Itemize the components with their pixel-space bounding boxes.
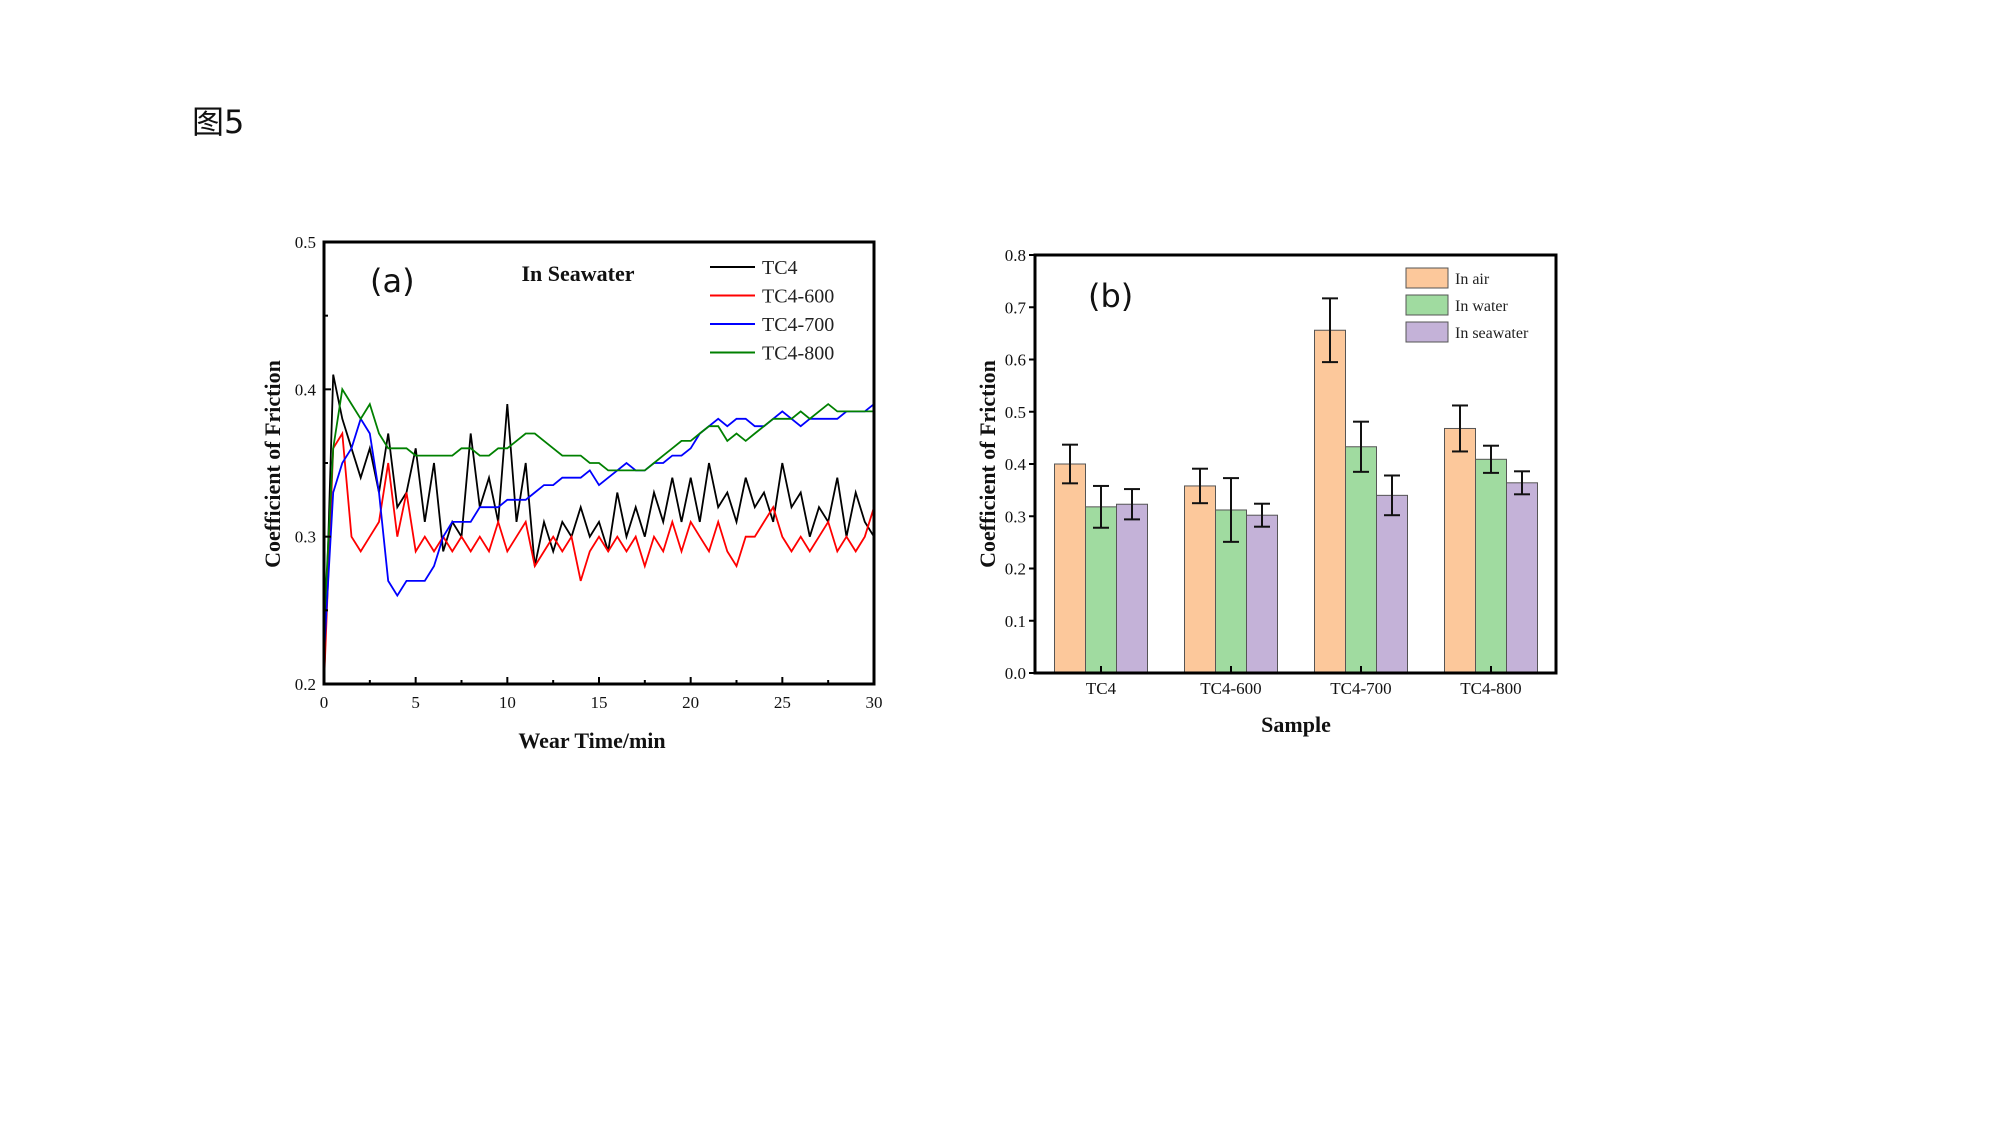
panel-a-legend: TC4 TC4-600 TC4-700 TC4-800 [710,257,834,365]
y-tick-label: 0.8 [1005,246,1026,265]
y-tick-label: 0.3 [1005,507,1026,526]
bar-tc4-700-in-water [1345,446,1377,674]
x-tick-label: TC4-700 [1330,679,1391,698]
bar-tc4-700-in-air [1314,329,1346,674]
panel-a-x-axis-title: Wear Time/min [518,728,665,753]
panel-a-series [323,374,875,685]
series-line-tc4-700 [323,403,875,655]
bar-tc4-in-water [1085,506,1117,674]
figure-label: 图5 [192,103,244,141]
panel-b-legend: In air In water In seawater [1405,267,1529,343]
panel-a-ticks: 0 5 10 15 20 25 30 0.2 0.3 0.4 0.5 [295,233,883,712]
panel-b-y-axis-title: Coefficient of Friction [975,360,1000,568]
legend-label: TC4-800 [762,343,834,365]
bar-tc4-800-in-water [1475,458,1507,674]
series-line-tc4-800 [323,386,874,626]
x-tick-label: 30 [866,693,883,712]
y-tick-label: 0.4 [295,380,317,399]
panel-b-label: (b) [1088,277,1133,315]
panel-a-annotation: In Seawater [521,261,634,286]
bar-tc4-600-in-air [1184,485,1216,674]
y-tick-label: 0.0 [1005,664,1026,683]
panel-b-bar-chart: TC4 TC4-600 TC4-700 TC4-800 0.0 0.1 0.2 0.3 0.4 0… [975,246,1558,737]
bar-tc4-in-air [1054,463,1086,674]
x-tick-label: TC4-800 [1460,679,1521,698]
y-tick-label: 0.4 [1005,455,1027,474]
y-tick-label: 0.3 [295,528,316,547]
panel-b-x-axis-title: Sample [1261,712,1331,737]
y-tick-label: 0.5 [295,233,316,252]
legend-label: TC4-700 [762,314,834,336]
x-tick-label: TC4 [1086,679,1117,698]
x-tick-label: 0 [320,693,329,712]
y-tick-label: 0.6 [1005,351,1026,370]
legend-label: In seawater [1455,325,1529,342]
bar-tc4-800-in-air [1444,427,1476,674]
legend-label: TC4 [762,257,798,279]
panel-a-label: (a) [370,262,415,300]
bar-tc4-700-in-seawater [1376,494,1408,674]
x-tick-label: 15 [591,693,608,712]
legend-swatch-in-water [1405,294,1449,316]
panel-a-y-axis-title: Coefficient of Friction [260,360,285,568]
y-tick-label: 0.7 [1005,298,1027,317]
legend-label: In air [1455,271,1490,288]
bar-tc4-in-seawater [1116,503,1148,674]
x-tick-label: 25 [774,693,791,712]
series-line-tc4 [323,374,875,685]
x-tick-label: TC4-600 [1200,679,1261,698]
panel-b-ticks: TC4 TC4-600 TC4-700 TC4-800 0.0 0.1 0.2 0.3 0.4 0… [1005,246,1522,698]
legend-swatch-in-seawater [1405,321,1449,343]
legend-swatch-in-air [1405,267,1449,289]
legend-label: TC4-600 [762,286,834,308]
x-tick-label: 10 [499,693,516,712]
x-tick-label: 20 [682,693,699,712]
series-line-tc4-600 [323,430,875,685]
y-tick-label: 0.5 [1005,403,1026,422]
x-tick-label: 5 [411,693,420,712]
legend-label: In water [1455,298,1509,315]
panel-b-bars [1054,297,1538,674]
bar-tc4-800-in-seawater [1506,482,1538,674]
panel-a-line-chart: 0 5 10 15 20 25 30 0.2 0.3 0.4 0.5 (a) In Seawater… [260,233,883,753]
bar-tc4-600-in-seawater [1246,514,1278,674]
y-tick-label: 0.2 [1005,560,1026,579]
y-tick-label: 0.2 [295,675,316,694]
y-tick-label: 0.1 [1005,612,1026,631]
